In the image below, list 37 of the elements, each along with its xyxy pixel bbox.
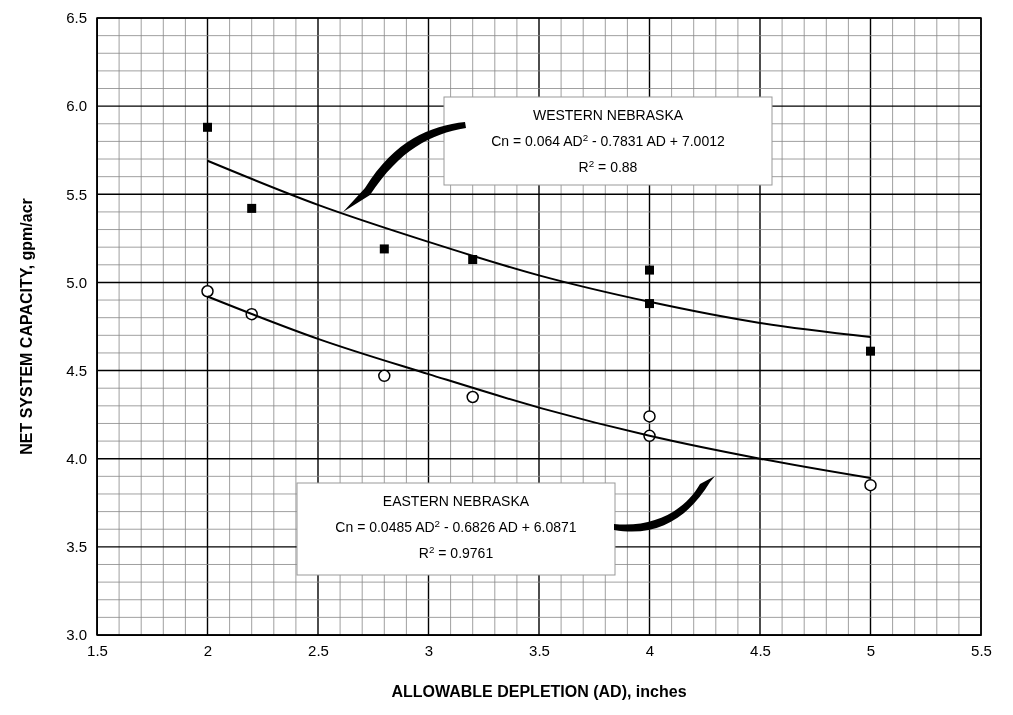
x-tick-label: 5 [866, 641, 876, 659]
point [866, 346, 875, 356]
annotation: Cn = 0.0485 AD$^{2}$ - 0.6826 AD + 6.0871 [335, 517, 577, 535]
point [201, 284, 214, 298]
y-axis-title: NET SYSTEM CAPACITY, gpm/acr [18, 198, 35, 455]
point [203, 122, 212, 132]
annotation: EASTERN NEBRASKA [382, 493, 530, 509]
annotation: Cn = 0.064 AD$^{2}$ - 0.7831 AD + 7.0012 [491, 131, 725, 149]
point [864, 478, 877, 492]
x-axis-title: ALLOWABLE DEPLETION (AD), inches [391, 683, 687, 700]
point [645, 265, 654, 275]
x-tick-label: 4 [645, 641, 655, 659]
point [379, 244, 389, 254]
y-tick-label: 3.0 [66, 626, 87, 644]
y-tick-label: 6.0 [66, 97, 87, 115]
y-tick-label: 4.5 [66, 361, 87, 379]
y-tick-label: 4.0 [66, 450, 87, 468]
y-tick-label: 6.5 [66, 9, 87, 27]
point [378, 369, 391, 383]
note-box: WESTERN NEBRASKA Cn = 0.064 AD$^{2}$ - 0.7831 AD + 7.0012 R$^{2}$ = 0.88 [443, 96, 773, 186]
x-tick-label: 4.5 [750, 641, 771, 659]
x-tick-label: 3 [424, 641, 434, 659]
x-tick-label: 1.5 [87, 641, 108, 659]
x-tick-label: 2.5 [308, 641, 329, 659]
x-tick-label: 3.5 [529, 641, 550, 659]
point [643, 410, 656, 423]
annotation: R$^{2}$ = 0.9761 [418, 543, 494, 561]
x-tick-label: 2 [203, 641, 213, 659]
annotation: R$^{2}$ = 0.88 [578, 157, 638, 175]
point [466, 390, 479, 404]
point [247, 203, 257, 213]
y-tick-label: 3.5 [66, 538, 87, 556]
y-tick-label: 5.0 [66, 273, 87, 291]
x-tick-label: 5.5 [971, 641, 992, 659]
annotation: WESTERN NEBRASKA [532, 107, 684, 123]
note-box: EASTERN NEBRASKA Cn = 0.0485 AD$^{2}$ - 0.6826 AD + 6.0871 R$^{2}$ = 0.9761 [296, 482, 616, 576]
y-tick-label: 5.5 [66, 185, 87, 203]
